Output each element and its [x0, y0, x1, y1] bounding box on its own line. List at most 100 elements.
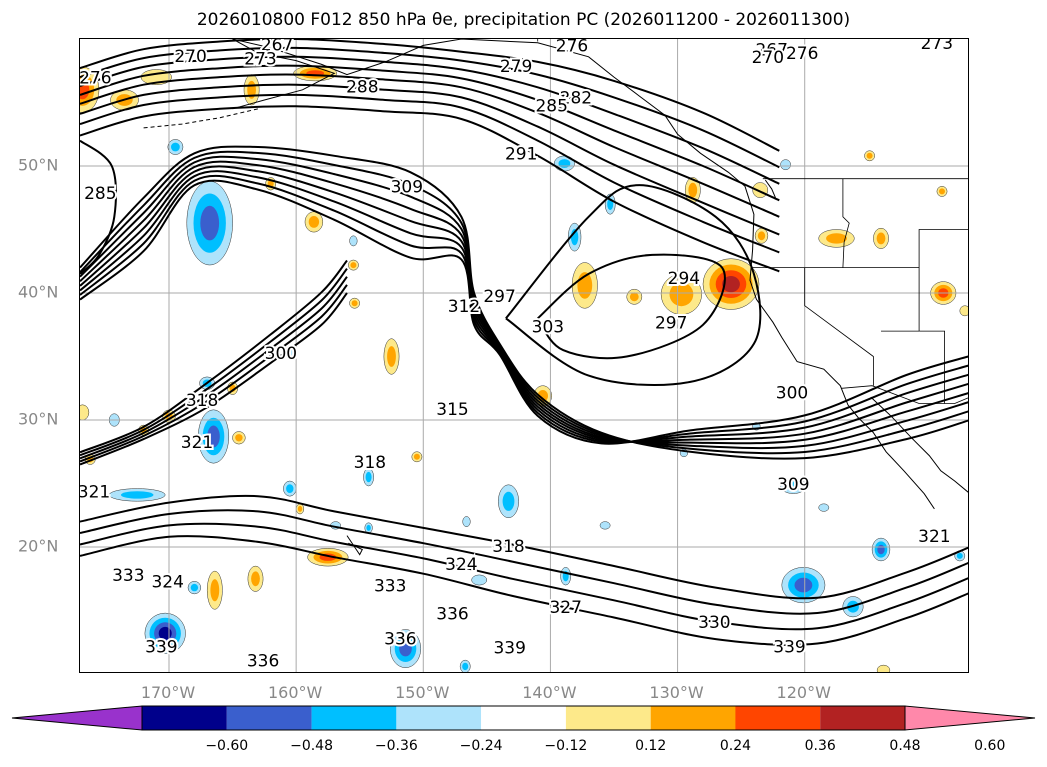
precip-blob — [171, 142, 180, 152]
colorbar-tick-label: 0.36 — [804, 738, 836, 754]
precip-blob — [286, 484, 294, 493]
contour-label: 297 — [483, 287, 515, 307]
contour-label: 333 — [112, 566, 144, 586]
precip-blob — [413, 453, 420, 460]
contour-line — [80, 93, 780, 254]
four-corners-border — [919, 330, 945, 404]
colorbar-tick-label: −0.60 — [205, 738, 249, 754]
contour-label: 309 — [777, 475, 809, 495]
hawaii-coast — [346, 535, 363, 556]
contour-line — [80, 64, 780, 202]
lon-tick-label: 160°W — [267, 683, 323, 702]
precip-blob — [794, 577, 813, 593]
contour-label: 273 — [244, 49, 276, 69]
map-title-text: 2026010800 F012 850 hPa θe, precipitatio… — [196, 10, 851, 30]
precip-blob — [669, 282, 694, 307]
contour-label: 297 — [655, 314, 687, 334]
colorbar — [11, 705, 1036, 731]
precip-blob — [80, 404, 90, 421]
contour-label: 324 — [151, 573, 183, 593]
lat-tick-label: 50°N — [18, 155, 59, 175]
precip-blob — [876, 664, 891, 672]
colorbar-tick-label: 0.12 — [635, 738, 667, 754]
precip-blob — [349, 235, 358, 247]
precip-blob — [502, 491, 515, 511]
contour-label: 300 — [776, 383, 808, 403]
contour-line — [80, 522, 968, 631]
contour-line — [80, 170, 968, 443]
contour-label: 330 — [698, 613, 730, 633]
precip-blob — [120, 491, 154, 499]
contour-label: 321 — [918, 527, 950, 547]
contour-label: 318 — [492, 537, 524, 557]
colorbar-under-triangle — [11, 705, 143, 731]
contour-label: 270 — [752, 48, 784, 68]
precip-blob — [558, 159, 571, 168]
precip-blob — [757, 231, 766, 241]
precip-blob — [399, 640, 412, 657]
puget-sound — [764, 179, 776, 198]
contour-line — [80, 179, 968, 445]
colorbar-tick-label: 0.24 — [719, 738, 752, 754]
contour-label: 294 — [668, 269, 700, 289]
contour-label: 276 — [80, 68, 112, 88]
colorbar-tick-label: −0.48 — [290, 738, 333, 754]
contour-label: 318 — [186, 391, 218, 411]
contour-label: 288 — [346, 77, 378, 97]
contour-line — [80, 105, 780, 273]
contour-label: 339 — [493, 639, 525, 659]
lat-tick-label: 40°N — [18, 282, 59, 302]
contour-label: 279 — [500, 57, 532, 77]
precip-blob — [210, 579, 220, 602]
contour-label: 273 — [921, 39, 953, 54]
colorbar-bin — [142, 706, 227, 730]
precip-blob — [877, 544, 885, 555]
contour-label: 339 — [145, 637, 177, 657]
contour-label: 309 — [391, 178, 423, 198]
colorbar-bin — [481, 706, 566, 730]
precip-blob — [387, 346, 396, 367]
contour-line — [80, 160, 968, 445]
colorbar-bin — [565, 706, 651, 730]
idaho-border — [842, 178, 850, 268]
contour-line — [80, 535, 968, 646]
precip-blob — [866, 152, 873, 159]
contour-line — [80, 276, 348, 460]
precip-blob — [251, 571, 260, 587]
lat-tick-label: 20°N — [18, 536, 59, 556]
precip-blob — [599, 521, 611, 530]
precip-blob — [365, 471, 372, 483]
precip-blob — [780, 159, 791, 171]
lon-tick-label: 130°W — [649, 683, 704, 702]
precip-blob — [190, 583, 199, 592]
precip-blob — [207, 425, 220, 448]
contour-line — [80, 259, 348, 454]
contour-line — [536, 253, 726, 360]
contour-line — [80, 83, 780, 236]
precip-blob — [462, 662, 469, 671]
precip-blob — [350, 262, 357, 269]
colorbar-tick-label: −0.36 — [374, 738, 418, 754]
precip-blob — [351, 300, 358, 307]
colorbar-bin — [820, 706, 905, 730]
contour-line — [80, 284, 348, 463]
precip-blob — [158, 626, 172, 640]
colorbar-bin — [735, 706, 821, 730]
colorbar-tick-label: −0.24 — [459, 738, 503, 754]
aleutian-islands — [143, 108, 259, 129]
contour-label: 321 — [80, 482, 110, 502]
contour-label: 291 — [505, 145, 537, 165]
contour-label: 321 — [181, 433, 213, 453]
contour-line — [80, 145, 968, 460]
precip-blob — [297, 505, 303, 512]
colorbar-bin — [396, 706, 482, 730]
alaska-peninsula — [232, 39, 336, 110]
contour-label: 312 — [448, 297, 480, 317]
contour-label: 333 — [374, 576, 406, 596]
state-borders-north — [751, 229, 968, 268]
contour-label: 336 — [436, 604, 468, 624]
precip-blob — [722, 276, 740, 293]
contour-label: 282 — [560, 89, 592, 109]
